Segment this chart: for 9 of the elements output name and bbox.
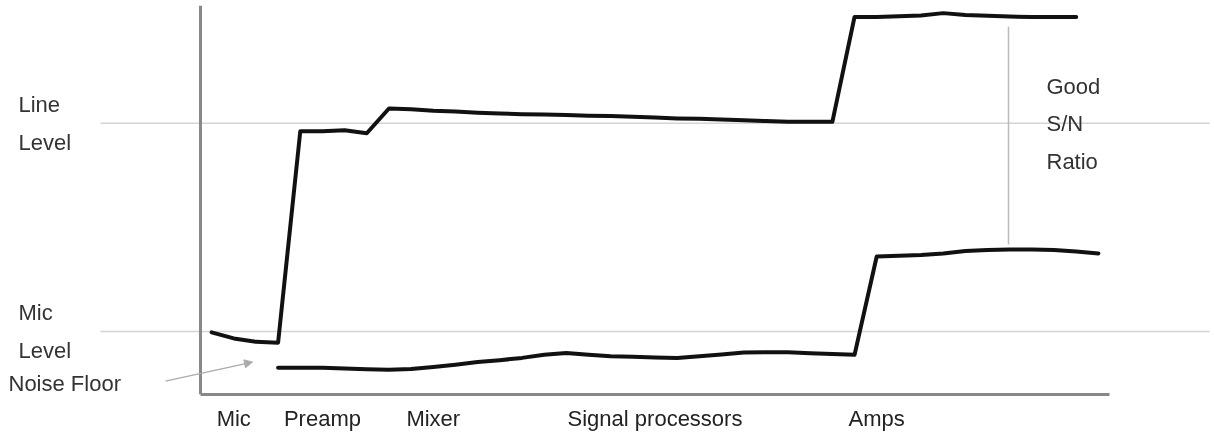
ref-line-label: Line Level (18, 92, 72, 155)
x-tick-label: Preamp (283, 405, 361, 431)
x-tick-label: Amps (848, 405, 905, 431)
x-tick-label: Signal processors (567, 405, 743, 431)
x-tick-label: Mic (216, 405, 251, 431)
text: Noise Floor (8, 370, 121, 396)
annotation: Good S/N Ratio (1046, 73, 1101, 174)
x-tick-label: Mixer (406, 405, 461, 431)
ref-line-label: Mic Level (18, 300, 72, 363)
